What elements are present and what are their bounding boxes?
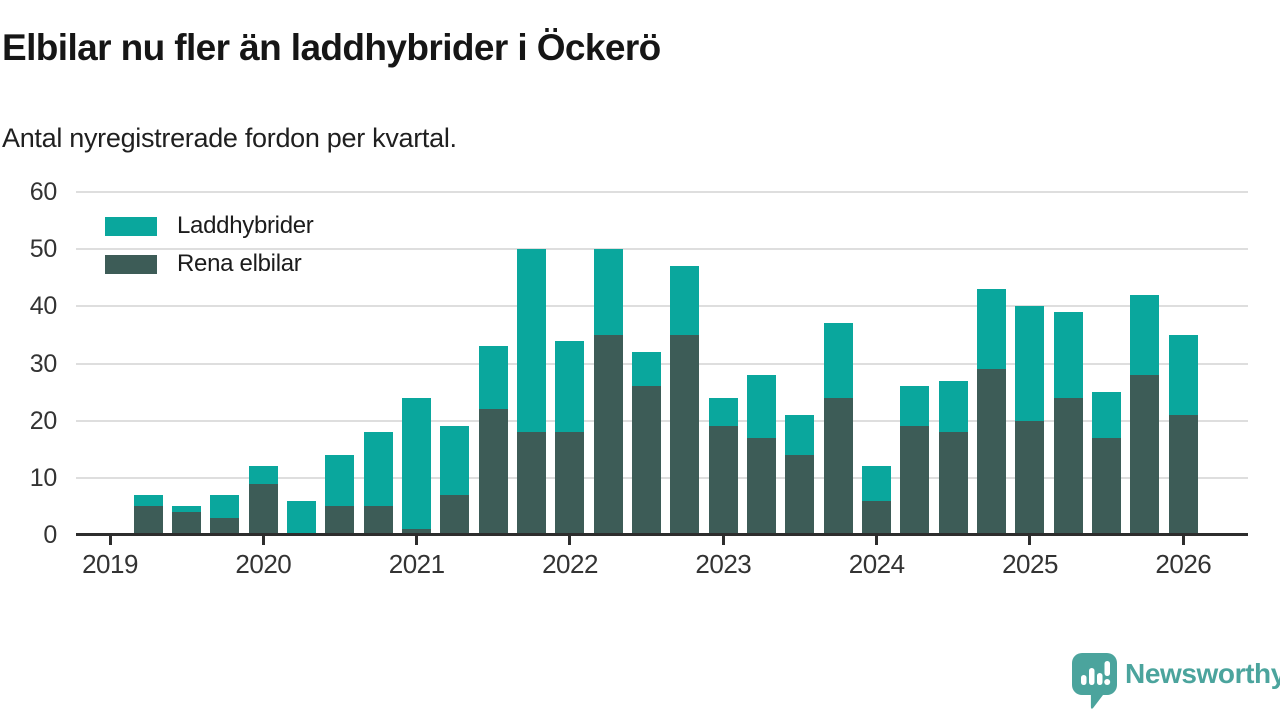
bar-segment-laddhybrider (632, 352, 662, 387)
bar-segment-rena-elbilar (363, 506, 393, 535)
bar-segment-laddhybrider (478, 346, 508, 410)
x-tick-label: 2019 (82, 549, 138, 579)
bar-segment-laddhybrider (555, 340, 585, 433)
y-tick-label: 30 (29, 349, 58, 378)
x-tick-label: 2022 (542, 549, 598, 579)
bar-segment-rena-elbilar (632, 386, 662, 535)
legend-item-laddhybrider: Laddhybrider (105, 212, 314, 239)
legend: Laddhybrider Rena elbilar (105, 212, 314, 292)
bar-segment-rena-elbilar (785, 454, 815, 535)
x-axis-tick (261, 536, 265, 545)
legend-label-rena-elbilar: Rena elbilar (177, 250, 302, 277)
y-tick-label: 10 (29, 463, 58, 492)
bar-segment-rena-elbilar (747, 437, 777, 535)
chart-subtitle: Antal nyregistrerade fordon per kvartal. (2, 123, 457, 153)
bar-segment-rena-elbilar (440, 494, 470, 535)
legend-swatch-rena-elbilar (105, 254, 157, 274)
bar-segment-rena-elbilar (593, 334, 623, 535)
x-axis-tick (108, 536, 112, 545)
bar-segment-rena-elbilar (670, 334, 700, 535)
bar-segment-laddhybrider (670, 266, 700, 335)
bar-segment-rena-elbilar (555, 432, 585, 535)
bar-segment-rena-elbilar (402, 529, 432, 535)
bar-segment-rena-elbilar (1168, 414, 1198, 535)
bar-segment-laddhybrider (977, 289, 1007, 370)
bar-segment-rena-elbilar (478, 409, 508, 535)
bar-segment-rena-elbilar (325, 506, 355, 535)
x-axis-tick (415, 536, 419, 545)
bar-segment-laddhybrider (248, 466, 278, 484)
bar-segment-laddhybrider (747, 374, 777, 438)
bar-segment-laddhybrider (172, 506, 202, 513)
bar-segment-rena-elbilar (1015, 420, 1045, 535)
bar-segment-laddhybrider (363, 432, 393, 507)
y-tick-label: 50 (29, 235, 58, 264)
y-tick-label: 60 (29, 178, 58, 206)
bar-segment-laddhybrider (1130, 294, 1160, 375)
legend-swatch-laddhybrider (105, 216, 157, 236)
bar-segment-rena-elbilar (823, 397, 853, 535)
bar-segment-laddhybrider (593, 249, 623, 335)
x-axis-tick (875, 536, 879, 545)
y-gridline (76, 362, 1248, 365)
bar-segment-laddhybrider (1053, 312, 1083, 398)
bar-segment-laddhybrider (708, 397, 738, 427)
y-gridline (76, 305, 1248, 308)
bar-segment-rena-elbilar (1092, 437, 1122, 535)
bar-segment-rena-elbilar (248, 483, 278, 535)
x-axis-tick (568, 536, 572, 545)
newsworthy-logo: Newsworthy (1072, 653, 1280, 709)
x-axis-line (76, 533, 1248, 536)
bar-segment-laddhybrider (900, 386, 930, 427)
y-tick-label: 40 (29, 292, 58, 321)
bar-segment-rena-elbilar (977, 369, 1007, 535)
y-tick-label: 20 (29, 406, 58, 435)
newsworthy-logo-text: Newsworthy (1125, 658, 1280, 689)
bar-segment-laddhybrider (823, 323, 853, 398)
legend-item-rena-elbilar: Rena elbilar (105, 250, 314, 277)
bar-segment-laddhybrider (862, 466, 892, 501)
bar-segment-laddhybrider (1168, 334, 1198, 415)
y-gridline (76, 419, 1248, 422)
legend-label-laddhybrider: Laddhybrider (177, 212, 314, 239)
bar-segment-laddhybrider (938, 380, 968, 433)
y-gridline (76, 248, 1248, 251)
y-gridline (76, 476, 1248, 479)
x-axis-tick (1181, 536, 1185, 545)
bar-segment-laddhybrider (402, 397, 432, 530)
x-axis-tick (721, 536, 725, 545)
bar-segment-laddhybrider (785, 414, 815, 455)
y-tick-label: 0 (43, 521, 57, 549)
bar-segment-rena-elbilar (172, 512, 202, 535)
chart-title: Elbilar nu fler än laddhybrider i Öckerö (2, 27, 661, 68)
bar-segment-laddhybrider (287, 500, 317, 535)
bar-segment-laddhybrider (517, 249, 547, 433)
bar-segment-laddhybrider (1092, 392, 1122, 438)
bar-segment-rena-elbilar (1053, 397, 1083, 535)
x-tick-label: 2026 (1155, 549, 1212, 579)
bar-segment-rena-elbilar (210, 517, 240, 535)
x-tick-label: 2020 (235, 549, 292, 579)
x-axis-tick (1028, 536, 1032, 545)
bar-segment-laddhybrider (133, 494, 163, 507)
bar-segment-rena-elbilar (517, 432, 547, 535)
x-tick-label: 2023 (695, 549, 752, 579)
x-tick-label: 2025 (1002, 549, 1058, 579)
bar-segment-rena-elbilar (133, 506, 163, 535)
bar-segment-laddhybrider (1015, 306, 1045, 421)
bar-segment-rena-elbilar (938, 432, 968, 535)
bar-segment-laddhybrider (325, 454, 355, 507)
y-gridline (76, 191, 1248, 193)
x-tick-label: 2021 (388, 549, 445, 579)
bar-segment-laddhybrider (440, 426, 470, 495)
bar-segment-rena-elbilar (708, 426, 738, 535)
x-tick-label: 2024 (848, 549, 905, 579)
bar-segment-laddhybrider (210, 494, 240, 518)
bar-segment-rena-elbilar (900, 426, 930, 535)
bar-segment-rena-elbilar (1130, 374, 1160, 535)
newsworthy-logo-icon (1072, 653, 1117, 709)
bar-segment-rena-elbilar (862, 500, 892, 535)
